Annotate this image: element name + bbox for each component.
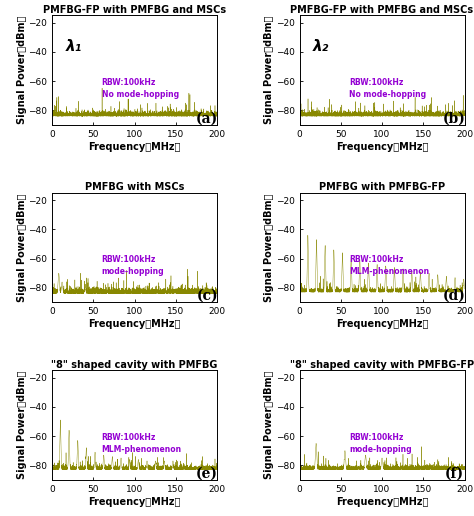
X-axis label: Frequency（MHz）: Frequency（MHz） bbox=[336, 142, 428, 152]
Text: RBW:100kHz
No mode-hopping: RBW:100kHz No mode-hopping bbox=[349, 78, 426, 99]
Text: (a): (a) bbox=[196, 111, 219, 125]
Text: λ₂: λ₂ bbox=[313, 39, 329, 54]
Text: λ₁: λ₁ bbox=[65, 39, 82, 54]
Y-axis label: Signal Power（dBm）: Signal Power（dBm） bbox=[17, 16, 27, 124]
Title: PMFBG-FP with PMFBG and MSCs: PMFBG-FP with PMFBG and MSCs bbox=[291, 5, 474, 14]
Text: (e): (e) bbox=[196, 466, 218, 480]
Text: (c): (c) bbox=[196, 289, 218, 303]
Text: RBW:100kHz
mode-hopping: RBW:100kHz mode-hopping bbox=[101, 255, 164, 276]
Title: "8" shaped cavity with PMFBG-FP: "8" shaped cavity with PMFBG-FP bbox=[290, 360, 474, 369]
Title: "8" shaped cavity with PMFBG: "8" shaped cavity with PMFBG bbox=[51, 360, 218, 369]
Y-axis label: Signal Power（dBm）: Signal Power（dBm） bbox=[264, 371, 274, 479]
Title: PMFBG with PMFBG-FP: PMFBG with PMFBG-FP bbox=[319, 182, 445, 192]
Text: RBW:100kHz
No mode-hopping: RBW:100kHz No mode-hopping bbox=[101, 78, 179, 99]
Title: PMFBG with MSCs: PMFBG with MSCs bbox=[85, 182, 184, 192]
X-axis label: Frequency（MHz）: Frequency（MHz） bbox=[336, 496, 428, 507]
Y-axis label: Signal Power（dBm）: Signal Power（dBm） bbox=[17, 194, 27, 302]
Text: RBW:100kHz
MLM-phenomenon: RBW:100kHz MLM-phenomenon bbox=[101, 433, 182, 454]
X-axis label: Frequency（MHz）: Frequency（MHz） bbox=[89, 319, 181, 329]
X-axis label: Frequency（MHz）: Frequency（MHz） bbox=[89, 142, 181, 152]
Text: (f): (f) bbox=[445, 466, 464, 480]
Text: RBW:100kHz
MLM-phenomenon: RBW:100kHz MLM-phenomenon bbox=[349, 255, 429, 276]
Title: PMFBG-FP with PMFBG and MSCs: PMFBG-FP with PMFBG and MSCs bbox=[43, 5, 226, 14]
Text: (d): (d) bbox=[443, 289, 466, 303]
X-axis label: Frequency（MHz）: Frequency（MHz） bbox=[89, 496, 181, 507]
Y-axis label: Signal Power（dBm）: Signal Power（dBm） bbox=[264, 194, 274, 302]
Y-axis label: Signal Power（dBm）: Signal Power（dBm） bbox=[264, 16, 274, 124]
X-axis label: Frequency（MHz）: Frequency（MHz） bbox=[336, 319, 428, 329]
Text: RBW:100kHz
mode-hopping: RBW:100kHz mode-hopping bbox=[349, 433, 412, 454]
Text: (b): (b) bbox=[443, 111, 466, 125]
Y-axis label: Signal Power（dBm）: Signal Power（dBm） bbox=[17, 371, 27, 479]
